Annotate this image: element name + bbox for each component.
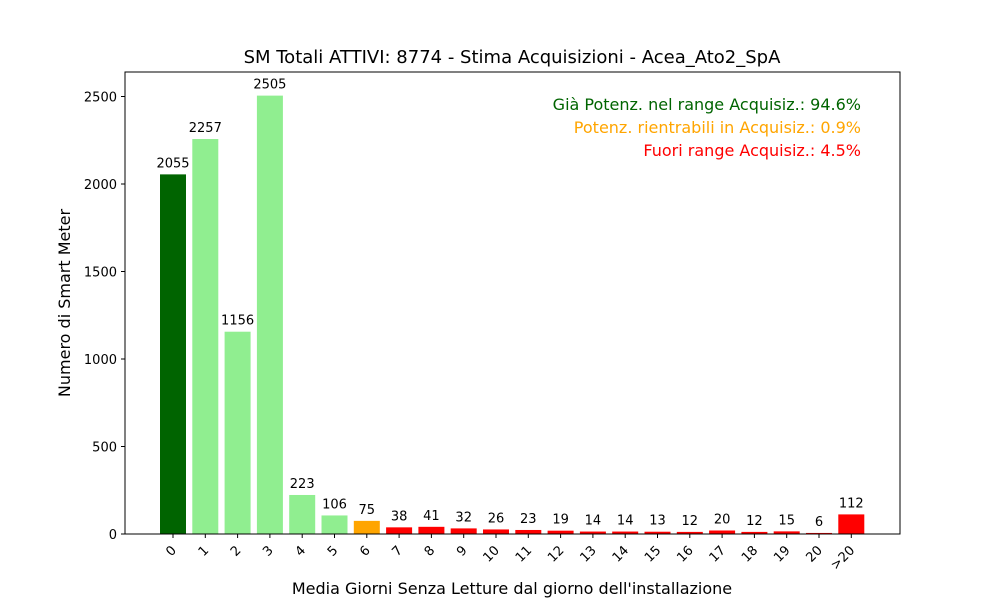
x-tick-label-6: 6 <box>357 543 373 559</box>
x-tick-label-12: 12 <box>545 543 567 565</box>
chart-title: SM Totali ATTIVI: 8774 - Stima Acquisizi… <box>244 47 782 68</box>
x-tick-label-4: 4 <box>293 543 309 559</box>
data-label-13: 14 <box>585 514 602 529</box>
bar-8 <box>418 526 445 534</box>
bar-3 <box>256 95 283 534</box>
x-tick-label-14: 14 <box>610 543 632 565</box>
data-label-21: 112 <box>839 496 864 511</box>
bar-20 <box>806 532 832 534</box>
data-label-1: 2257 <box>189 121 222 136</box>
bar-16 <box>676 531 703 534</box>
data-label-16: 12 <box>682 514 699 529</box>
data-labels-group: 2055 2257 1156 2505 223 106 75 38 41 32 26 23 19 14 14… <box>156 78 863 530</box>
bar-17 <box>709 530 736 534</box>
plot-frame <box>124 71 901 535</box>
x-tick-label-8: 8 <box>422 543 438 559</box>
x-tick-label-0: 0 <box>163 543 179 559</box>
bars-group <box>160 95 865 534</box>
bar-15 <box>644 531 671 534</box>
data-label-9: 32 <box>455 510 472 525</box>
bar-18 <box>741 531 768 534</box>
y-tick-label-1: 500 <box>92 441 117 456</box>
data-label-14: 14 <box>617 514 634 529</box>
x-tick-label-10: 10 <box>481 543 503 565</box>
data-label-8: 41 <box>423 509 440 524</box>
y-tick-label-3: 1500 <box>84 266 117 281</box>
y-tick-label-0: 0 <box>109 528 117 543</box>
x-tick-label-20: 20 <box>804 543 826 565</box>
data-label-18: 12 <box>746 514 763 529</box>
y-axis-label: Numero di Smart Meter <box>55 209 74 398</box>
data-label-11: 23 <box>520 512 537 527</box>
x-tick-label-15: 15 <box>642 543 664 565</box>
data-label-4: 223 <box>290 477 315 492</box>
data-label-7: 38 <box>391 509 408 524</box>
x-tick-label-7: 7 <box>389 543 405 559</box>
x-tick-label-11: 11 <box>513 543 535 565</box>
bar-13 <box>579 531 606 534</box>
bar-6 <box>353 520 380 534</box>
x-tick-label-17: 17 <box>707 543 729 565</box>
bar-5 <box>321 515 348 534</box>
x-tick-label-2: 2 <box>228 543 244 559</box>
x-tick-label-13: 13 <box>577 543 599 565</box>
data-label-3: 2505 <box>253 78 286 93</box>
bar-14 <box>612 531 639 534</box>
annotations-group: Già Potenz. nel range Acquisiz.: 94.6% Po… <box>553 95 861 160</box>
x-axis-label: Media Giorni Senza Letture dal giorno de… <box>292 579 732 598</box>
y-tick-label-2: 1000 <box>84 353 117 368</box>
bar-10 <box>483 529 509 534</box>
bar-7 <box>386 527 413 534</box>
bar-21 <box>838 514 865 534</box>
x-tick-label-16: 16 <box>674 543 696 565</box>
annotation-1: Potenz. rientrabili in Acquisiz.: 0.9% <box>574 118 861 137</box>
data-label-19: 15 <box>778 513 795 528</box>
data-label-6: 75 <box>359 503 376 518</box>
x-tick-label-19: 19 <box>771 543 793 565</box>
bar-12 <box>547 530 574 534</box>
data-label-15: 13 <box>649 514 666 529</box>
x-tick-label-1: 1 <box>196 543 212 559</box>
y-axis-ticks: 0 500 1000 1500 2000 2500 <box>84 91 125 543</box>
bar-9 <box>450 528 477 534</box>
x-tick-label-5: 5 <box>325 543 341 559</box>
y-tick-label-5: 2500 <box>84 91 117 106</box>
y-tick-label-4: 2000 <box>84 178 117 193</box>
data-label-12: 19 <box>552 513 569 528</box>
data-label-20: 6 <box>815 515 823 530</box>
bar-2 <box>224 331 251 534</box>
x-tick-label-3: 3 <box>260 543 276 559</box>
bar-4 <box>289 494 316 534</box>
data-label-0: 2055 <box>156 156 189 171</box>
bar-0 <box>160 174 186 534</box>
annotation-0: Già Potenz. nel range Acquisiz.: 94.6% <box>553 95 861 114</box>
x-tick-label-18: 18 <box>739 543 761 565</box>
data-label-2: 1156 <box>221 314 254 329</box>
bar-11 <box>515 529 542 534</box>
bar-19 <box>773 531 800 534</box>
bar-1 <box>192 139 219 534</box>
x-tick-label-9: 9 <box>454 543 470 559</box>
data-label-5: 106 <box>322 497 347 512</box>
data-label-10: 26 <box>488 511 505 526</box>
data-label-17: 20 <box>714 513 731 528</box>
x-axis-ticks: 0 1 2 3 4 5 6 7 8 9 10 11 12 13 14 15 16 17 18 19 20 >20 <box>163 534 858 573</box>
x-tick-label-21: >20 <box>828 543 858 573</box>
annotation-2: Fuori range Acquisiz.: 4.5% <box>643 141 861 160</box>
